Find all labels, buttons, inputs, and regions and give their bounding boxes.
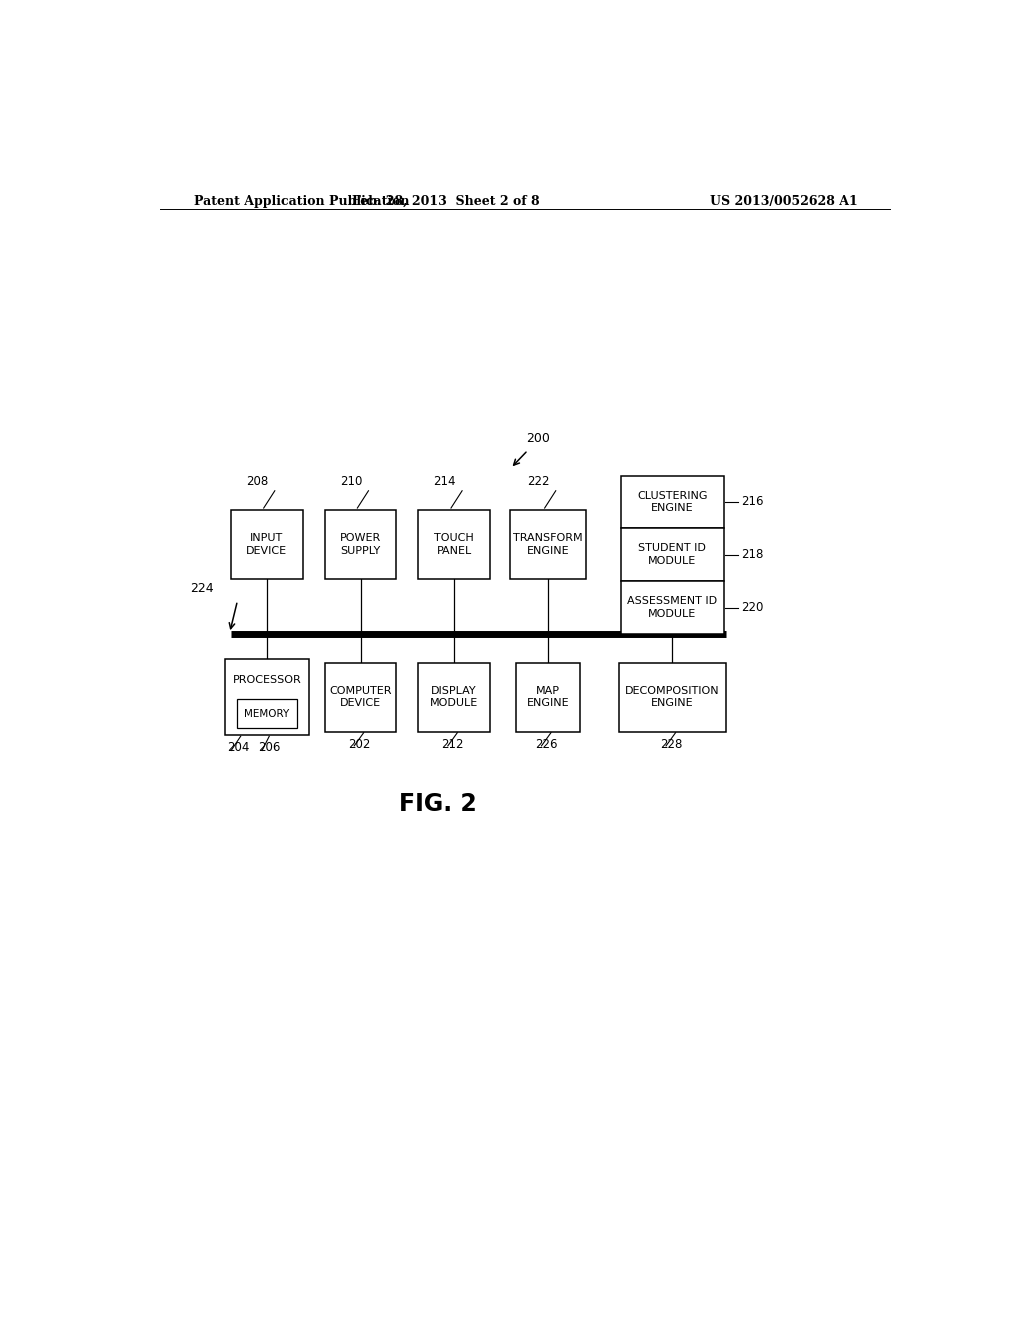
Text: 206: 206 <box>258 742 281 754</box>
Text: Feb. 28, 2013  Sheet 2 of 8: Feb. 28, 2013 Sheet 2 of 8 <box>351 195 540 209</box>
Bar <box>419 663 489 731</box>
Text: COMPUTER
DEVICE: COMPUTER DEVICE <box>330 685 392 709</box>
Text: STUDENT ID
MODULE: STUDENT ID MODULE <box>639 544 707 566</box>
Bar <box>237 700 297 729</box>
Text: POWER
SUPPLY: POWER SUPPLY <box>340 533 381 556</box>
Text: 218: 218 <box>741 548 764 561</box>
Bar <box>618 663 726 731</box>
Text: MAP
ENGINE: MAP ENGINE <box>526 685 569 709</box>
Bar <box>621 581 724 634</box>
Text: 214: 214 <box>433 475 456 487</box>
Text: TOUCH
PANEL: TOUCH PANEL <box>434 533 474 556</box>
Text: 202: 202 <box>348 738 371 751</box>
Text: ASSESSMENT ID
MODULE: ASSESSMENT ID MODULE <box>628 597 718 619</box>
Text: INPUT
DEVICE: INPUT DEVICE <box>247 533 288 556</box>
Text: 208: 208 <box>246 475 268 487</box>
Text: 200: 200 <box>526 432 550 445</box>
Bar <box>325 510 396 579</box>
Bar <box>516 663 580 731</box>
Bar <box>510 510 586 579</box>
Text: Patent Application Publication: Patent Application Publication <box>194 195 410 209</box>
Text: 216: 216 <box>741 495 764 508</box>
Text: CLUSTERING
ENGINE: CLUSTERING ENGINE <box>637 491 708 513</box>
Text: 210: 210 <box>340 475 362 487</box>
Text: 226: 226 <box>536 738 558 751</box>
Bar <box>231 510 303 579</box>
Text: DECOMPOSITION
ENGINE: DECOMPOSITION ENGINE <box>625 685 720 709</box>
Bar <box>225 659 309 735</box>
Text: PROCESSOR: PROCESSOR <box>232 676 301 685</box>
Text: US 2013/0052628 A1: US 2013/0052628 A1 <box>711 195 858 209</box>
Text: 228: 228 <box>659 738 682 751</box>
Text: 220: 220 <box>741 601 764 614</box>
Bar <box>325 663 396 731</box>
Bar <box>621 475 724 528</box>
Text: 212: 212 <box>441 738 464 751</box>
Text: FIG. 2: FIG. 2 <box>398 792 476 816</box>
Text: TRANSFORM
ENGINE: TRANSFORM ENGINE <box>513 533 583 556</box>
Text: 224: 224 <box>189 582 214 595</box>
Bar <box>621 528 724 581</box>
Bar <box>419 510 489 579</box>
Text: 204: 204 <box>227 742 250 754</box>
Text: DISPLAY
MODULE: DISPLAY MODULE <box>430 685 478 709</box>
Text: MEMORY: MEMORY <box>245 709 290 718</box>
Text: 222: 222 <box>527 475 550 487</box>
